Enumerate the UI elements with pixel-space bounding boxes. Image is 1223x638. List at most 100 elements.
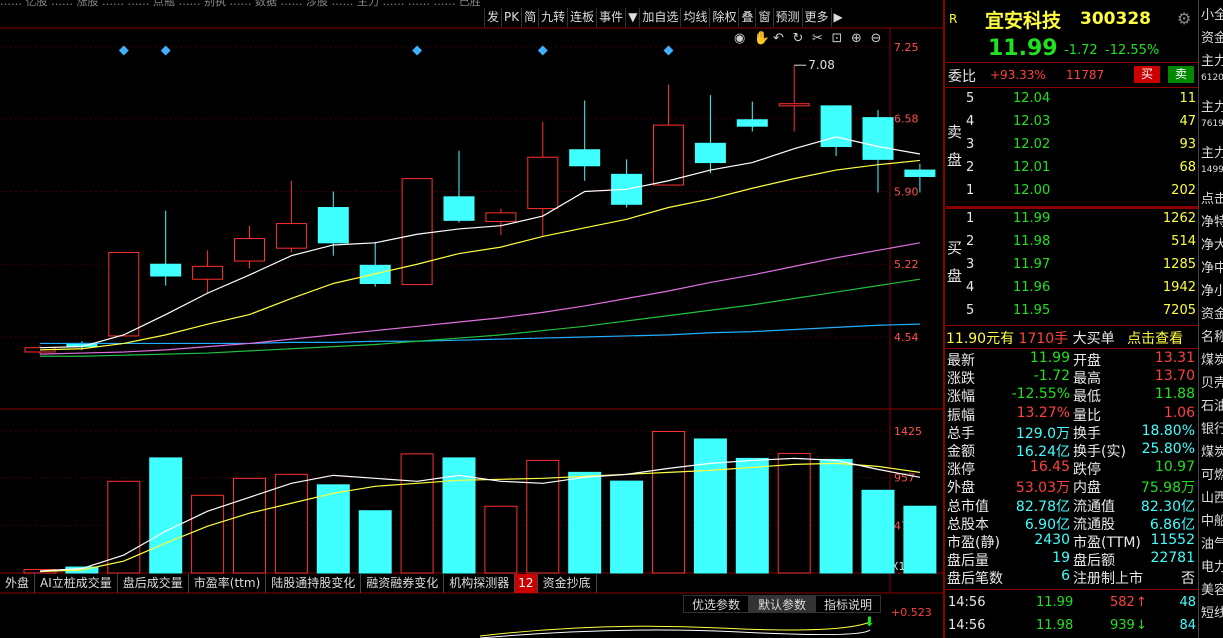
sidebar-item[interactable]: 山西 xyxy=(1201,491,1223,506)
toolbar-item-3[interactable]: 九转 xyxy=(538,8,567,27)
stat-label: 金额 xyxy=(947,444,975,460)
sidebar-item[interactable]: 点击 xyxy=(1201,192,1223,207)
tick-time: 14:56 xyxy=(948,618,986,633)
sidebar-item[interactable]: 石油 xyxy=(1201,399,1223,414)
sidebar-item[interactable]: 资金 xyxy=(1201,307,1223,322)
scissors-icon[interactable]: ✂ xyxy=(812,31,823,46)
param-tab-2[interactable]: 指标说明 xyxy=(815,595,882,613)
sidebar-item[interactable]: 净特 xyxy=(1201,215,1223,230)
stat-label: 总市值 xyxy=(947,498,989,515)
toolbar-item-8[interactable]: 均线 xyxy=(680,8,709,27)
indicator-tab-5[interactable]: 融资融券变化 xyxy=(361,574,445,593)
stat-value: 82.30亿 xyxy=(1140,498,1195,515)
stat-value: 82.78亿 xyxy=(1015,498,1070,515)
toolbar-item-14[interactable]: ▶ xyxy=(830,8,845,27)
indicator-tab-6[interactable]: 机构探测器 xyxy=(444,574,516,593)
tick-row: 14:56 11.99 582 ↑ 48 xyxy=(946,592,1198,615)
zoom-in-icon[interactable]: ⊕ xyxy=(851,31,862,46)
divider xyxy=(946,325,1198,326)
sidebar-item[interactable]: 短线 xyxy=(1201,606,1223,621)
sell_side-row: 1 12.00 202 xyxy=(946,180,1198,203)
sidebar-item[interactable]: 7619 xyxy=(1201,119,1223,129)
big-order-banner[interactable]: 11.90元有 1710手 大买单 点击查看 xyxy=(946,328,1198,348)
indicator-tab-3[interactable]: 市盈率(ttm) xyxy=(189,574,267,593)
stat-label: 盘后笔数 xyxy=(947,571,1003,588)
level-price: 12.01 xyxy=(1013,160,1051,175)
sidebar-item[interactable]: 6120 xyxy=(1201,73,1223,83)
sidebar-item[interactable]: 净大 xyxy=(1201,238,1223,253)
toolbar-item-4[interactable]: 连板 xyxy=(567,8,596,27)
price-tick-label: 4.54 xyxy=(894,331,919,344)
stat-label: 市盈(TTM) xyxy=(1073,535,1141,551)
sidebar-item[interactable]: 主力 xyxy=(1201,100,1223,115)
toolbar-item-5[interactable]: 事件 xyxy=(596,8,625,27)
rotate-icon[interactable]: ↻ xyxy=(793,31,804,46)
sidebar-item[interactable]: 银行 xyxy=(1201,422,1223,437)
sidebar-item[interactable]: 名称 xyxy=(1201,330,1223,345)
event-marker-icon xyxy=(118,45,129,56)
sidebar-item[interactable]: 煤炭 xyxy=(1201,445,1223,460)
toolbar-item-13[interactable]: 更多 xyxy=(801,8,831,27)
stat-value: 25.80% xyxy=(1141,441,1195,457)
sidebar-item[interactable]: 中船 xyxy=(1201,514,1223,529)
sidebar-item[interactable]: 主力 xyxy=(1201,146,1223,161)
big-order-view-link[interactable]: 点击查看 xyxy=(1127,331,1184,347)
indicator-tab-8[interactable]: 资金抄底 xyxy=(538,574,597,593)
weibi-label: 委比 xyxy=(948,69,976,85)
toolbar-item-11[interactable]: 窗 xyxy=(755,8,772,27)
toolbar-item-6[interactable]: ▼ xyxy=(625,8,639,27)
sidebar-item[interactable]: 美容 xyxy=(1201,583,1223,598)
kline-chart-svg[interactable]: 7.256.585.905.224.541425957478X10007.08◉… xyxy=(0,0,943,638)
sidebar-item[interactable]: 油气 xyxy=(1201,537,1223,552)
sidebar-item[interactable]: 可燃 xyxy=(1201,468,1223,483)
divider xyxy=(946,87,1198,88)
volume-bar xyxy=(819,458,853,574)
stat-label: 换手(实) xyxy=(1073,444,1126,460)
param-tab-0[interactable]: 优选参数 xyxy=(683,595,750,613)
sidebar-item[interactable]: 主力 xyxy=(1201,54,1223,69)
toolbar-item-7[interactable]: 加自选 xyxy=(639,8,680,27)
hand-icon[interactable]: ✋ xyxy=(754,30,770,46)
sidebar-item[interactable]: 净中 xyxy=(1201,261,1223,276)
level-num: 3 xyxy=(966,137,975,152)
settings-gear-icon[interactable]: ⚙ xyxy=(1177,9,1192,28)
kline-chart-area[interactable]: 7.256.585.905.224.541425957478X10007.08◉… xyxy=(0,0,943,638)
ma5-line xyxy=(39,136,921,349)
sidebar-item[interactable]: 资金 xyxy=(1201,31,1223,46)
level-num: 5 xyxy=(966,303,975,318)
indicator-tab-2[interactable]: 盘后成交量 xyxy=(118,574,189,593)
divider xyxy=(946,62,1198,63)
toolbar-item-1[interactable]: PK xyxy=(501,8,521,27)
toolbar-item-0[interactable]: 发 xyxy=(484,8,501,27)
indicator-tab-0[interactable]: 外盘 xyxy=(0,574,36,593)
level-price: 12.00 xyxy=(1013,183,1051,198)
undo-icon[interactable]: ↶ xyxy=(773,31,784,46)
eye-icon[interactable]: ◉ xyxy=(734,31,745,46)
sidebar-item[interactable]: 小全 xyxy=(1201,8,1223,23)
toolbar-item-2[interactable]: 简 xyxy=(521,8,538,27)
sidebar-item[interactable]: 电力 xyxy=(1201,560,1223,575)
level-num: 2 xyxy=(966,234,975,249)
zoom-out-icon[interactable]: ⊖ xyxy=(871,31,882,46)
sidebar-item[interactable]: 1499 xyxy=(1201,165,1223,175)
level-volume: 1942 xyxy=(1162,280,1196,295)
indicator-tab-1[interactable]: AI立桩成交量 xyxy=(35,574,118,593)
zoom-fit-icon[interactable]: ⊡ xyxy=(832,31,843,46)
volume-bar xyxy=(777,452,811,574)
candle-body xyxy=(694,142,726,164)
indicator-tab-7[interactable]: 12 xyxy=(515,574,538,593)
toolbar-item-9[interactable]: 除权 xyxy=(709,8,738,27)
ma60-line xyxy=(40,323,920,345)
toolbar-item-10[interactable]: 叠 xyxy=(738,8,755,27)
sidebar-item[interactable]: 贝壳 xyxy=(1201,376,1223,391)
sell-button[interactable]: 卖 xyxy=(1168,66,1194,83)
sidebar-item[interactable]: 净小 xyxy=(1201,284,1223,299)
buy-button[interactable]: 买 xyxy=(1134,66,1160,83)
param-tab-1[interactable]: 默认参数 xyxy=(749,595,816,613)
indicator-tab-4[interactable]: 陆股通持股变化 xyxy=(266,574,362,593)
candle-body xyxy=(275,223,307,249)
volume-bar xyxy=(358,510,392,574)
toolbar-item-12[interactable]: 预测 xyxy=(772,8,802,27)
sidebar-item[interactable]: 煤炭 xyxy=(1201,353,1223,368)
stat-label: 最新 xyxy=(947,353,975,369)
